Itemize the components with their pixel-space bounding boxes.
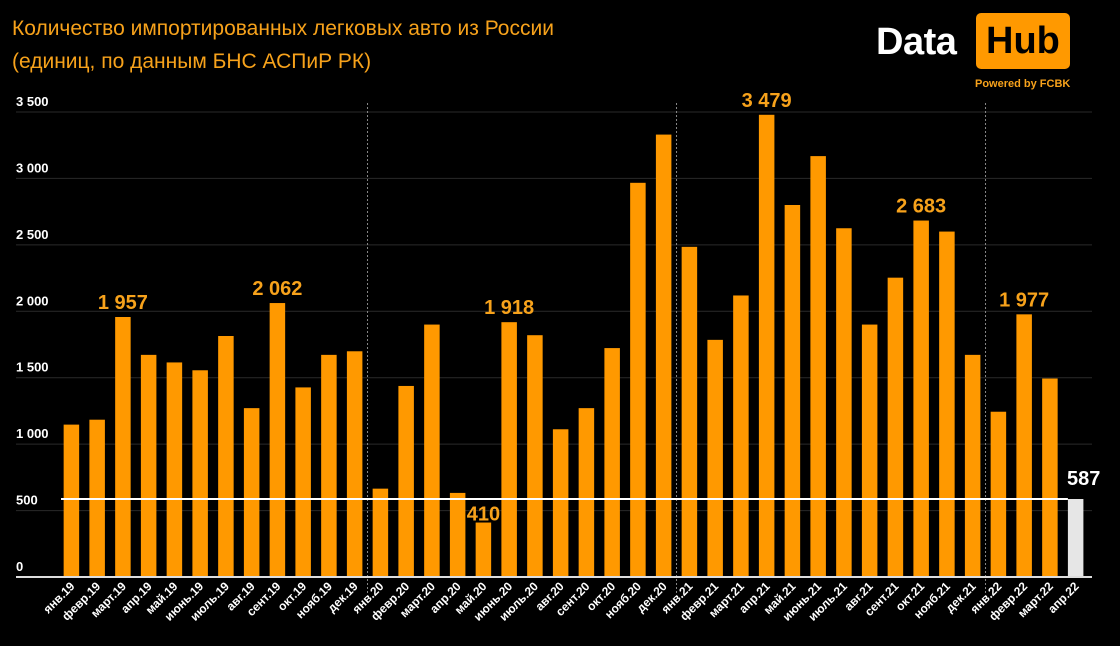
bar (501, 322, 517, 577)
bar (192, 370, 208, 577)
bar (398, 385, 414, 577)
bar (1042, 378, 1058, 577)
bar (115, 316, 131, 577)
bar (836, 228, 852, 577)
bar (810, 156, 826, 577)
data-label: 3 479 (742, 90, 792, 112)
logo-hub-text: Hub (976, 13, 1070, 69)
bar (243, 408, 260, 577)
y-tick-label: 1 000 (16, 426, 49, 441)
bar (321, 354, 337, 577)
bar (913, 220, 929, 577)
logo-tagline: Powered by FCBK (975, 78, 1071, 90)
bar (140, 354, 157, 577)
bar (269, 303, 286, 577)
bar (449, 492, 466, 577)
bar (63, 424, 80, 577)
chart-title: Количество импортированных легковых авто… (12, 17, 554, 40)
bar (1016, 314, 1032, 577)
y-tick-label: 3 000 (16, 160, 49, 175)
bar (733, 295, 749, 577)
data-label: 1 957 (98, 292, 148, 314)
bar (784, 205, 801, 577)
bar (527, 335, 543, 577)
y-tick-label: 1 500 (16, 360, 49, 375)
bar (166, 362, 183, 577)
bar (346, 351, 363, 577)
data-label: 410 (467, 504, 500, 526)
bar (604, 348, 620, 577)
bar (1067, 499, 1084, 577)
bar (655, 134, 672, 578)
data-label: 1 918 (484, 297, 534, 319)
bar (475, 522, 492, 577)
bar (758, 114, 775, 577)
y-tick-label: 2 000 (16, 293, 49, 308)
bar (295, 387, 311, 577)
bar (372, 488, 389, 577)
y-tick-label: 2 500 (16, 227, 49, 242)
bar (578, 408, 595, 577)
data-label: 2 062 (252, 278, 302, 300)
bar (964, 354, 981, 577)
logo-data-text: Data (876, 21, 957, 63)
bar (681, 246, 698, 577)
chart-subtitle: (единиц, по данным БНС АСПиР РК) (12, 50, 372, 73)
data-label: 1 977 (999, 289, 1049, 311)
bar (630, 182, 646, 577)
bar (990, 411, 1007, 577)
data-label: 587 (1067, 468, 1100, 490)
bar (707, 339, 723, 577)
y-tick-label: 500 (16, 493, 38, 508)
y-tick-label: 3 500 (16, 94, 49, 109)
bar (939, 231, 955, 578)
bar (552, 429, 569, 577)
chart-title-block: Количество импортированных легковых авто… (12, 12, 554, 78)
bar (218, 335, 234, 577)
bar (887, 277, 904, 577)
data-label: 2 683 (896, 196, 946, 218)
bar (424, 324, 440, 577)
bar (861, 324, 878, 577)
y-tick-label: 0 (16, 559, 23, 574)
